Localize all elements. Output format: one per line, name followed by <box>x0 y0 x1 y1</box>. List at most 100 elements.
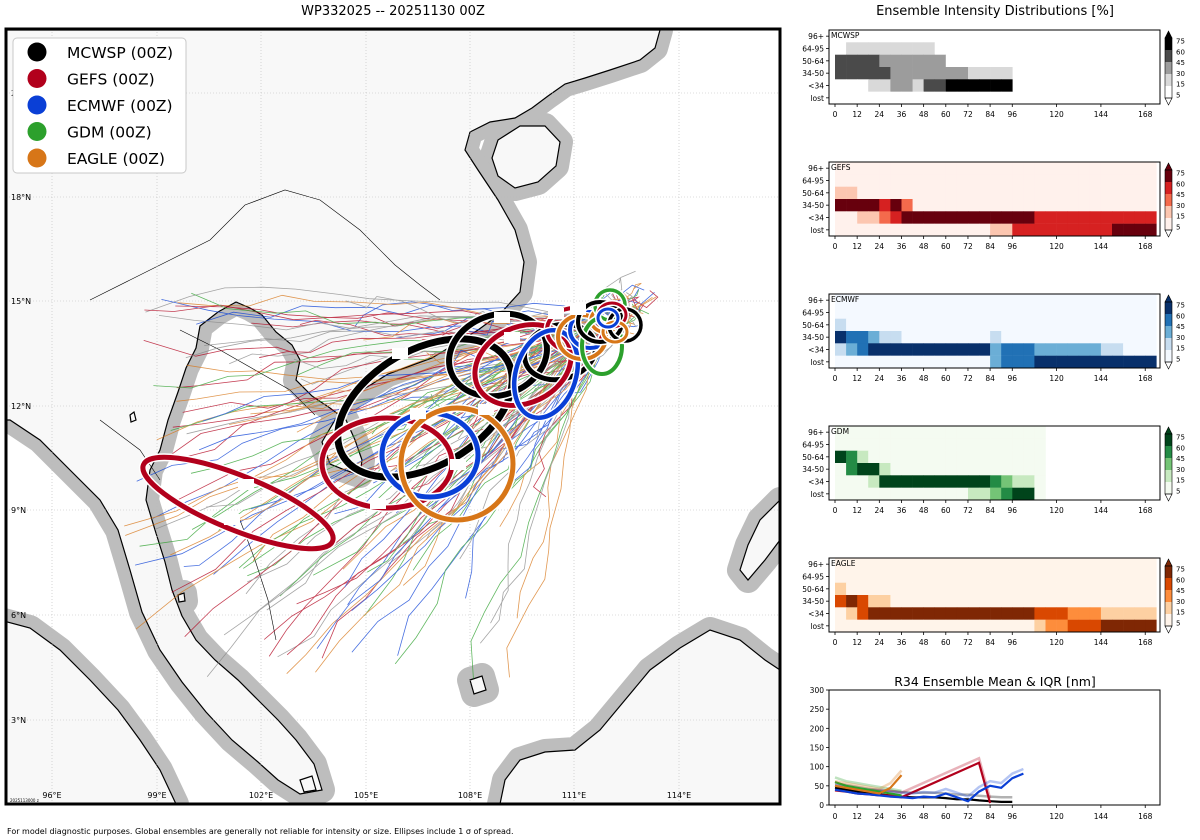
x-tick-label: 0 <box>833 110 838 119</box>
x-tick-label: 120 <box>1049 374 1064 383</box>
heatmap-cell <box>923 318 935 332</box>
heatmap-cell <box>956 558 969 571</box>
y-tick-label: lost <box>810 94 824 103</box>
heatmap-cell <box>835 426 847 439</box>
colorbar-tick-label: 45 <box>1176 59 1185 67</box>
ellipse-label-bg <box>392 348 408 359</box>
heatmap-cell <box>890 79 902 92</box>
heatmap-cell <box>956 186 969 200</box>
r34-y-tick-label: 250 <box>810 705 825 714</box>
heatmap-cell <box>990 450 1002 464</box>
heatmap-cell <box>1112 186 1124 200</box>
heatmap-cell <box>1123 294 1135 307</box>
heatmap-cell <box>912 355 924 369</box>
heatmap-cell <box>968 426 980 439</box>
heatmap-cell <box>968 331 980 344</box>
heatmap-cell <box>846 607 858 620</box>
colorbar-tick-label: 75 <box>1176 434 1185 442</box>
y-tick-label: 50-64 <box>802 321 824 330</box>
heatmap-cell <box>1056 318 1068 332</box>
colorbar-tick-label: 75 <box>1176 38 1185 46</box>
x-tick-label: 48 <box>919 506 929 515</box>
r34-x-tick-label: 84 <box>985 812 995 821</box>
heatmap-cell <box>923 463 935 476</box>
heatmap-cell <box>835 42 847 55</box>
heatmap-cell <box>979 331 991 344</box>
heatmap-cell <box>945 355 958 369</box>
x-tick-label: 48 <box>919 242 929 251</box>
heatmap-cell <box>1123 162 1135 175</box>
heatmap-cell <box>868 79 880 92</box>
heatmap-cell <box>979 223 991 237</box>
heatmap-cell <box>956 450 969 464</box>
heatmap-cell <box>868 306 880 319</box>
heatmap-cell <box>1045 331 1057 344</box>
ensemble-track <box>158 314 624 331</box>
heatmap-cell <box>968 174 980 187</box>
heatmap-cell <box>846 619 858 633</box>
colorbar-extend-top <box>1164 294 1173 303</box>
land-masses <box>6 29 780 804</box>
ensemble-track <box>145 286 606 317</box>
y-tick-label: lost <box>810 622 824 631</box>
heatmap-cell <box>901 355 913 369</box>
lon-tick-label: 111°E <box>562 791 586 800</box>
heatmap-cell <box>912 558 924 571</box>
heatmap-cell <box>934 450 947 464</box>
heatmap-cell <box>890 607 902 620</box>
heatmap-cell <box>1067 570 1080 583</box>
lon-tick-label: 108°E <box>458 791 482 800</box>
x-tick-label: 96 <box>1007 374 1017 383</box>
heatmap-cell <box>934 79 947 92</box>
lon-tick-label: 99°E <box>147 791 166 800</box>
heatmap-cell <box>956 355 969 369</box>
x-tick-label: 96 <box>1007 506 1017 515</box>
heatmap-cell <box>923 162 935 175</box>
heatmap-cell <box>945 558 958 571</box>
heatmap-cell <box>1034 306 1046 319</box>
heatmap-cell <box>901 162 913 175</box>
heatmap-cell <box>1034 162 1046 175</box>
colorbar-extend-top <box>1164 162 1173 171</box>
heatmap-cell <box>835 331 847 344</box>
heatmap-cell <box>846 199 858 212</box>
heatmap-cell <box>846 42 858 55</box>
heatmap-cell <box>857 475 869 488</box>
heatmap-cell <box>1034 450 1046 464</box>
x-tick-label: 12 <box>852 506 862 515</box>
x-tick-label: 36 <box>897 374 907 383</box>
heatmap-cell <box>956 223 969 237</box>
heatmap-cell <box>1045 174 1057 187</box>
heatmap-cell <box>1134 582 1146 596</box>
heatmap-cell <box>990 570 1002 583</box>
heatmap-cell <box>1067 294 1080 307</box>
heatmap-cell <box>846 475 858 488</box>
heatmap-cell <box>868 343 880 356</box>
heatmap-cell <box>868 318 880 332</box>
heatmap-cell <box>990 211 1002 224</box>
heatmap-cell <box>846 294 858 307</box>
heatmap-cell <box>1078 582 1091 596</box>
ensemble-track <box>185 311 612 359</box>
heatmap-cell <box>835 475 847 488</box>
heatmap-gefs: GEFS 96+ 64-95 50-64 34-50 <34 lost 0 12 24 36 48 60… <box>802 161 1185 251</box>
heatmap-frame <box>828 293 1161 369</box>
heatmap-cell <box>912 595 924 608</box>
colorbar-tick-label: 75 <box>1176 302 1185 310</box>
heatmap-cell <box>990 91 1002 105</box>
y-tick-label: 34-50 <box>802 465 824 474</box>
heatmap-cell <box>968 450 980 464</box>
heatmap-cell <box>1023 582 1035 596</box>
heatmap-cell <box>835 91 847 105</box>
heatmap-cell <box>923 558 935 571</box>
heatmap-cell <box>934 595 947 608</box>
heatmap-cell <box>1023 450 1035 464</box>
heatmap-model-label: GEFS <box>831 163 851 172</box>
colorbar-tick-label: 30 <box>1176 334 1185 342</box>
heatmap-cell <box>923 186 935 200</box>
heatmap-cell <box>1034 318 1046 332</box>
heatmap-cell <box>945 67 958 80</box>
ensemble-track <box>175 314 603 502</box>
colorbar-segment <box>1165 482 1172 495</box>
heatmap-cell <box>979 558 991 571</box>
